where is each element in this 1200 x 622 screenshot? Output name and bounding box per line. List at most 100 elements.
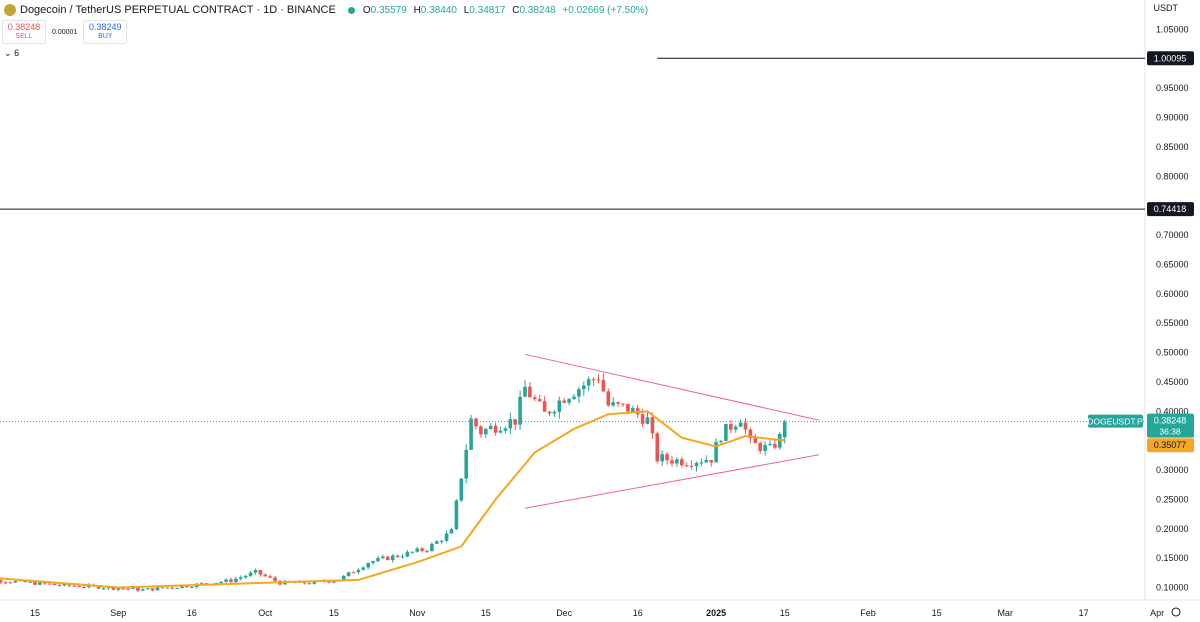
high-value: 0.38440 xyxy=(420,4,457,16)
y-tick-label: 0.10000 xyxy=(1156,583,1189,593)
y-tick-label: 1.05000 xyxy=(1156,25,1189,35)
candle-body xyxy=(52,583,57,585)
y-tick-label: 0.45000 xyxy=(1156,377,1189,387)
candle-body xyxy=(77,585,81,587)
indicators-toggle[interactable]: ⌄ 6 xyxy=(4,48,19,59)
candle-body xyxy=(28,581,32,583)
open-value: 0.35579 xyxy=(370,4,407,16)
candle-body xyxy=(145,588,150,590)
candle-body xyxy=(743,422,748,430)
candle-body xyxy=(773,443,777,448)
candle-body xyxy=(675,459,679,464)
candle-body xyxy=(3,582,8,584)
candle-body xyxy=(170,587,174,589)
close-label: C xyxy=(512,4,520,16)
candle-body xyxy=(449,529,454,534)
candle-body xyxy=(420,548,424,551)
candle-body xyxy=(307,583,312,585)
candle-body xyxy=(631,408,635,412)
x-tick-label: 16 xyxy=(187,608,197,618)
candle-body xyxy=(425,550,429,552)
open-label: O xyxy=(362,4,371,16)
ma-price-badge xyxy=(1147,438,1194,453)
trade-panel: 0.38248 SELL 0.00001 0.38249 BUY xyxy=(2,20,128,44)
y-tick-label: 0.60000 xyxy=(1156,289,1189,299)
candle-body xyxy=(714,442,718,463)
candle-body xyxy=(351,572,356,574)
candle-body xyxy=(665,454,669,461)
y-tick-label: 0.95000 xyxy=(1156,83,1189,93)
candle-body xyxy=(591,379,596,381)
candle-body xyxy=(410,551,415,553)
candle-body xyxy=(371,561,375,564)
candle-body xyxy=(239,577,243,579)
candle-body xyxy=(459,478,464,501)
candle-body xyxy=(219,581,223,583)
candle-body xyxy=(684,465,689,467)
candle-body xyxy=(523,386,527,397)
candle-body xyxy=(479,426,483,435)
candle-body xyxy=(165,587,170,589)
chart-header: Dogecoin / TetherUS PERPETUAL CONTRACT ·… xyxy=(4,2,652,18)
candle-body xyxy=(547,411,552,414)
candle-body xyxy=(582,385,586,390)
candle-body xyxy=(567,399,571,403)
candle-body xyxy=(405,551,410,557)
buy-button[interactable]: 0.38249 BUY xyxy=(83,20,128,44)
candle-body xyxy=(33,581,37,585)
candle-body xyxy=(327,581,331,583)
candle-body xyxy=(273,577,277,581)
candle-body xyxy=(753,438,758,444)
candle-body xyxy=(488,425,493,430)
candle-body xyxy=(268,576,272,578)
candle-body xyxy=(356,569,361,573)
candle-body xyxy=(528,386,532,398)
candle-body xyxy=(611,402,615,406)
candle-body xyxy=(626,403,630,412)
candle-body xyxy=(386,556,390,561)
candle-body xyxy=(312,580,317,584)
currency-selector[interactable]: USDT xyxy=(1153,3,1179,13)
spread-value: 0.00001 xyxy=(52,28,78,36)
candle-body xyxy=(415,548,419,552)
last-price-label: 0.38248 xyxy=(1154,416,1187,426)
close-value: 0.38248 xyxy=(519,4,556,16)
candle-body xyxy=(390,555,395,561)
candle-body xyxy=(155,587,160,591)
gear-icon[interactable] xyxy=(1171,607,1181,617)
ma-price-label: 0.35077 xyxy=(1154,440,1187,450)
candle-body xyxy=(518,396,522,425)
change-value: +0.02669 (+7.50%) xyxy=(562,4,649,16)
symbol-title[interactable]: Dogecoin / TetherUS PERPETUAL CONTRACT ·… xyxy=(20,4,336,16)
candle-body xyxy=(596,379,601,381)
y-tick-label: 0.70000 xyxy=(1156,230,1189,240)
candle-body xyxy=(498,430,503,433)
triangle-trendline xyxy=(524,353,820,421)
y-tick-label: 0.20000 xyxy=(1156,524,1189,534)
candle-body xyxy=(719,440,723,443)
buy-label: BUY xyxy=(98,33,113,40)
candle-body xyxy=(724,423,728,441)
candle-body xyxy=(263,574,268,577)
level-price-badge xyxy=(1147,51,1194,66)
candle-body xyxy=(199,583,204,585)
y-tick-label: 0.85000 xyxy=(1156,142,1189,152)
candle-body xyxy=(670,460,674,464)
market-status-icon xyxy=(347,6,355,14)
candle-body xyxy=(542,401,547,412)
y-tick-label: 0.25000 xyxy=(1156,494,1189,504)
low-label: L xyxy=(463,4,470,16)
candle-body xyxy=(366,563,370,568)
symbol-badge xyxy=(1088,414,1143,428)
candle-body xyxy=(150,588,155,591)
candle-body xyxy=(341,575,346,581)
sell-button[interactable]: 0.38248 SELL xyxy=(2,20,46,44)
candle-body xyxy=(376,558,380,562)
x-tick-label: 15 xyxy=(30,608,40,618)
candle-body xyxy=(484,429,488,435)
candle-body xyxy=(243,575,248,578)
x-tick-label: Nov xyxy=(409,608,426,618)
x-tick-label: Feb xyxy=(860,608,876,618)
candle-body xyxy=(160,587,165,589)
